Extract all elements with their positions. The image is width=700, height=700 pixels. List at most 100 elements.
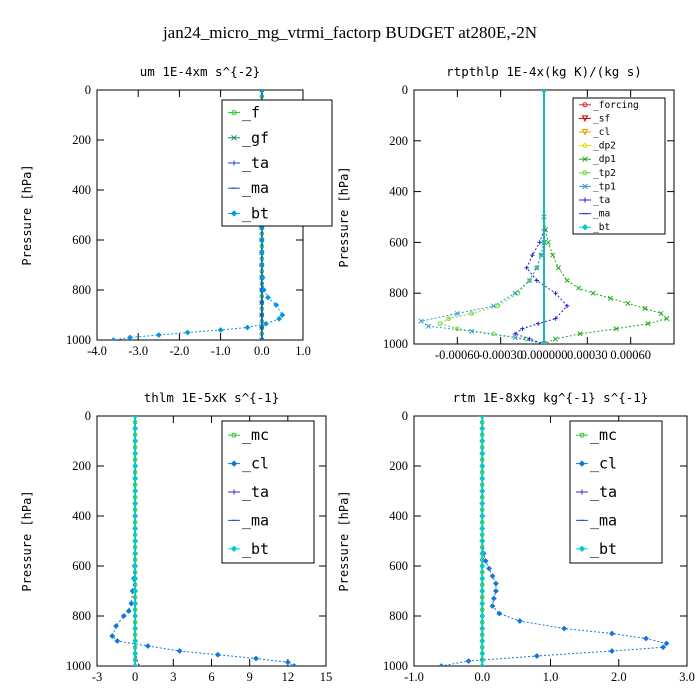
- data-point: [132, 588, 139, 594]
- legend: _mc _cl _ta _ma _bt: [569, 420, 663, 564]
- y-tick-label: 0: [85, 83, 91, 97]
- data-point: [538, 252, 544, 258]
- data-point: [553, 336, 559, 342]
- legend-marker: [582, 102, 588, 108]
- x-tick-label: -4.0: [87, 344, 107, 358]
- x-tick-label: 6: [208, 670, 214, 684]
- data-point: [643, 635, 649, 642]
- data-point: [132, 650, 139, 657]
- data-point: [490, 303, 496, 309]
- data-point: [625, 300, 631, 306]
- data-point: [132, 416, 139, 419]
- data-point: [454, 310, 460, 317]
- legend-label: _bt: [242, 204, 269, 222]
- data-point: [263, 320, 269, 327]
- y-tick-label: 600: [72, 559, 91, 573]
- data-point: [259, 274, 266, 281]
- data-point: [609, 648, 615, 654]
- y-tick-label: 800: [72, 609, 91, 623]
- x-tick-label: 0.00060: [610, 348, 651, 362]
- data-point: [561, 625, 568, 632]
- data-point: [132, 425, 139, 432]
- data-point: [284, 659, 291, 666]
- panel-title: rtm 1E-8xkg kg^{-1} s^{-1}: [453, 390, 649, 405]
- series-line-cl: [111, 416, 295, 666]
- legend-marker: [582, 197, 588, 203]
- plot-area: [109, 416, 298, 666]
- data-point: [258, 249, 265, 256]
- data-point: [490, 595, 497, 602]
- legend-label: _tp2: [593, 168, 616, 179]
- data-point: [642, 305, 648, 311]
- data-point: [479, 416, 486, 419]
- data-point: [516, 618, 523, 624]
- data-point: [541, 90, 547, 93]
- data-point: [658, 310, 664, 317]
- legend-label: _dp1: [593, 154, 616, 165]
- data-point: [132, 600, 139, 607]
- y-axis-label: Pressure [hPa]: [20, 490, 34, 591]
- data-point: [291, 663, 298, 666]
- data-point: [214, 651, 221, 658]
- legend-label: _ma: [242, 511, 269, 529]
- data-point: [425, 323, 431, 329]
- data-point: [533, 653, 540, 659]
- y-tick-label: 600: [389, 235, 408, 249]
- y-tick-label: 200: [389, 134, 408, 148]
- x-tick-label: -3.0: [128, 344, 148, 358]
- legend-marker: [578, 460, 586, 467]
- x-tick-label: -0.00060: [435, 348, 480, 362]
- data-point: [550, 252, 556, 258]
- data-point: [469, 328, 475, 334]
- y-tick-label: 200: [389, 459, 408, 473]
- legend-label: _ta: [242, 154, 269, 172]
- data-point: [564, 277, 570, 284]
- x-tick-label: -2.0: [170, 344, 190, 358]
- data-point: [437, 321, 443, 326]
- data-point: [555, 265, 561, 271]
- data-point: [260, 287, 267, 293]
- data-point: [512, 290, 518, 296]
- legend-box: [572, 97, 666, 235]
- y-tick-label: 0: [402, 409, 408, 423]
- x-tick-label: 3: [170, 670, 176, 684]
- plot-area: [418, 90, 670, 344]
- x-tick-label: 0.00030: [567, 348, 608, 362]
- y-tick-label: 400: [72, 183, 91, 197]
- data-point: [265, 294, 271, 301]
- data-point: [541, 341, 547, 344]
- legend-box: [221, 99, 333, 227]
- data-point: [553, 291, 558, 296]
- data-point: [258, 237, 265, 243]
- data-point: [479, 588, 486, 594]
- data-point: [258, 90, 265, 93]
- data-point: [564, 303, 570, 309]
- data-point: [132, 663, 139, 666]
- data-point: [541, 90, 547, 93]
- legend-marker: [579, 489, 585, 495]
- legend-marker: [582, 170, 588, 176]
- data-point: [536, 321, 541, 326]
- data-point: [132, 450, 139, 457]
- data-point: [113, 623, 119, 629]
- y-tick-label: 0: [85, 409, 91, 423]
- legend-marker: [579, 432, 585, 438]
- data-point: [132, 613, 139, 619]
- data-point: [132, 550, 139, 557]
- y-tick-label: 800: [389, 286, 408, 300]
- series-line-tp2: [438, 90, 545, 344]
- legend: _forcing _sf _cl _dp2 _dp1 _tp2 _tp1 _ta _ma _bt: [572, 97, 666, 235]
- y-axis-label: Pressure [hPa]: [337, 166, 351, 267]
- data-point: [492, 580, 499, 587]
- data-point: [479, 663, 486, 666]
- data-point: [538, 252, 544, 258]
- figure-title: jan24_micro_mg_vtrmi_factorp BUDGET at28…: [162, 23, 537, 42]
- data-point: [132, 500, 139, 507]
- x-tick-label: 9: [247, 670, 253, 684]
- legend-label: _cl: [242, 455, 269, 473]
- data-point: [110, 337, 117, 340]
- legend-label: _mc: [242, 426, 269, 444]
- data-point: [244, 324, 251, 331]
- data-point: [663, 640, 670, 647]
- data-point: [527, 277, 533, 284]
